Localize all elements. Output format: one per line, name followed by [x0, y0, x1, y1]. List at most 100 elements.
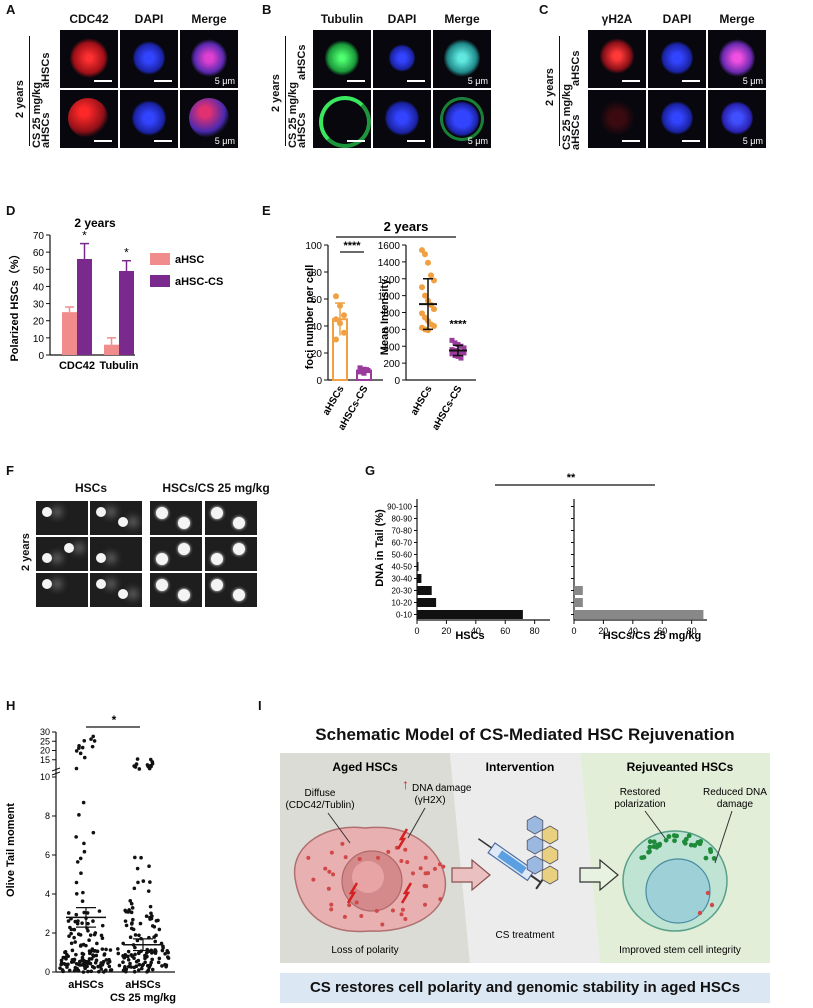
protein-dot: [424, 884, 429, 889]
y-tick-label: 0: [45, 967, 50, 977]
bar-ahsc: [104, 344, 119, 355]
x-tick-label: 60: [657, 626, 667, 636]
data-point: [81, 890, 85, 895]
protein-dot: [403, 847, 408, 852]
data-point: [333, 336, 339, 343]
data-point: [124, 909, 128, 914]
data-point: [148, 904, 153, 909]
data-point: [117, 963, 122, 968]
bar-hscs-cs: [574, 598, 583, 607]
comet-image: [150, 537, 202, 571]
data-point: [82, 841, 86, 846]
data-point: [136, 958, 141, 963]
image-merge-aged: 5 μm: [180, 30, 238, 88]
x-tick-label: 60: [500, 626, 510, 636]
x-tick-label: 80: [530, 626, 540, 636]
data-point: [452, 340, 458, 346]
y-tick-label: 50-60: [392, 551, 413, 560]
data-point: [100, 947, 105, 951]
protein-dot: [359, 914, 364, 919]
data-point: [78, 963, 82, 967]
protein-dot: [331, 872, 336, 877]
y-tick-label: 60: [311, 295, 323, 306]
polarized-dot: [663, 837, 669, 843]
polarized-dot: [647, 844, 653, 850]
image-dapi-aged: [120, 30, 178, 88]
protein-dot: [437, 862, 442, 867]
y-tick-label: 60: [33, 248, 45, 259]
data-point: [138, 921, 143, 926]
y-tick-label: 400: [383, 342, 400, 353]
image-cdc42-cs: [60, 90, 118, 148]
data-point: [89, 956, 94, 961]
data-point: [74, 961, 79, 966]
data-point: [148, 963, 153, 967]
col-header-hscs-cs: HSCs/CS 25 mg/kg: [162, 481, 270, 495]
data-point: [67, 934, 71, 938]
data-point: [61, 955, 66, 960]
data-point: [123, 919, 128, 923]
data-point: [80, 921, 84, 925]
data-point: [141, 879, 146, 883]
protein-dot: [354, 900, 359, 905]
data-point: [157, 956, 162, 961]
data-point: [63, 962, 68, 967]
y-tick-label: 10: [40, 772, 50, 782]
x-tick-label: aHSCs: [321, 384, 347, 418]
data-point: [82, 958, 86, 963]
data-point: [148, 917, 152, 921]
data-point: [128, 899, 133, 903]
protein-dot: [399, 859, 404, 864]
polarized-dot: [683, 836, 689, 842]
significance-label: ****: [343, 240, 361, 252]
protein-dot: [340, 841, 345, 846]
protein-dot: [438, 897, 443, 902]
data-point: [69, 927, 74, 932]
data-point: [135, 757, 140, 761]
panel-letter-a: A: [6, 2, 16, 17]
data-point: [74, 952, 78, 957]
x-tick-label: 0: [414, 626, 419, 636]
group-label-2years: 2 years: [14, 80, 26, 118]
pointer-line: [714, 810, 733, 864]
x-label-hscs-cs: HSCs/CS 25 mg/kg: [603, 630, 701, 642]
protein-dot: [329, 907, 334, 912]
protein-dot: [380, 922, 385, 927]
image-merge-cs: 5 μm: [180, 90, 238, 148]
damage-dot: [709, 902, 715, 908]
y-tick-label: 50: [33, 265, 45, 276]
data-point: [82, 964, 87, 968]
data-point: [149, 911, 153, 916]
data-point: [145, 970, 149, 974]
data-point: [80, 745, 85, 750]
x-tick-label: aHSCs: [409, 384, 435, 418]
scale-label: 5 μm: [214, 76, 235, 86]
protein-dot: [410, 871, 415, 876]
x-tick-label: 80: [687, 626, 697, 636]
conclusion-banner: CS restores cell polarity and genomic st…: [280, 973, 770, 1003]
legend-label: aHSC-CS: [175, 276, 223, 288]
col-header-dapi: DAPI: [387, 12, 417, 26]
data-point: [69, 941, 74, 946]
data-point: [164, 963, 169, 967]
label-diffuse: Diffuse: [305, 788, 336, 799]
schematic-diagram: Aged HSCs Intervention Rejuveanted HSCs …: [280, 753, 770, 963]
data-point: [70, 948, 75, 953]
data-point: [461, 350, 467, 356]
bar-hscs-cs: [574, 586, 583, 595]
y-tick-label: 200: [383, 359, 400, 370]
data-point: [107, 964, 112, 969]
y-tick-label: 30: [40, 727, 50, 737]
data-point: [100, 936, 105, 940]
protein-dot: [403, 917, 408, 922]
arrow-icon: [451, 858, 491, 892]
data-point: [129, 926, 134, 931]
significance-label: *: [82, 229, 87, 243]
data-point: [129, 910, 134, 915]
data-point: [133, 952, 137, 957]
pointer-line: [327, 812, 351, 844]
data-point: [86, 921, 90, 926]
data-point: [137, 767, 142, 771]
polarized-dot: [666, 834, 672, 839]
chart-title: 2 years: [384, 219, 429, 234]
